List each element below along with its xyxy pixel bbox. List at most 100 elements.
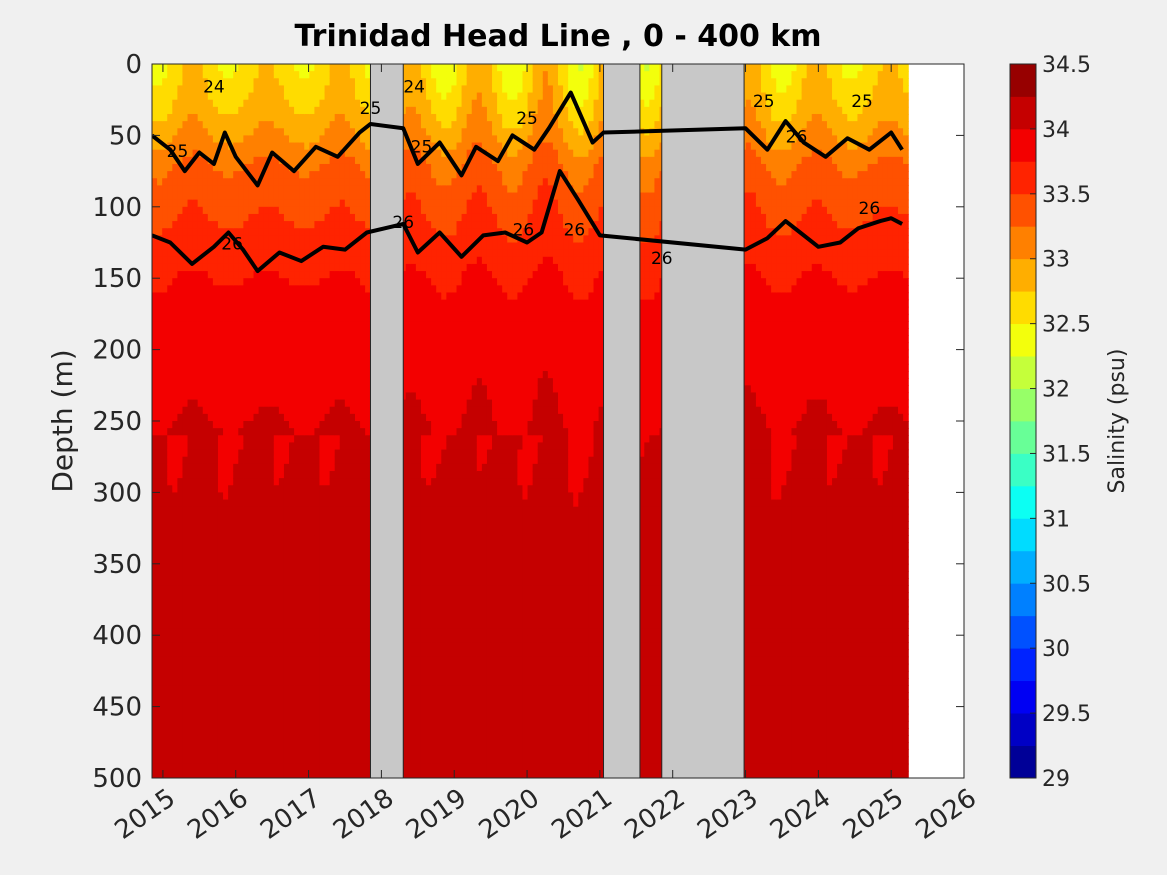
heatmap-cell xyxy=(334,213,341,222)
heatmap-cell xyxy=(243,149,250,158)
heatmap-cell xyxy=(202,92,209,101)
heatmap-cell xyxy=(167,728,173,736)
heatmap-cell xyxy=(314,285,321,294)
heatmap-cell xyxy=(268,178,275,186)
heatmap-cell xyxy=(228,313,234,322)
heatmap-cell xyxy=(344,506,351,515)
heatmap-cell xyxy=(202,221,209,229)
heatmap-cell xyxy=(243,642,250,651)
heatmap-cell xyxy=(278,749,285,758)
heatmap-cell xyxy=(182,678,189,686)
heatmap-cell xyxy=(324,271,331,279)
heatmap-cell xyxy=(314,706,321,715)
heatmap-cell xyxy=(355,570,361,579)
heatmap-cell xyxy=(217,306,224,315)
heatmap-cell xyxy=(253,585,260,593)
heatmap-cell xyxy=(152,535,158,543)
heatmap-cell xyxy=(355,742,361,751)
heatmap-cell xyxy=(248,670,255,679)
heatmap-cell xyxy=(349,428,356,436)
heatmap-cell xyxy=(167,413,173,422)
heatmap-cell xyxy=(157,292,163,301)
heatmap-cell xyxy=(263,520,270,529)
heatmap-cell xyxy=(309,142,315,151)
heatmap-cell xyxy=(228,392,234,401)
heatmap-cell xyxy=(304,306,310,315)
heatmap-cell xyxy=(207,135,214,144)
heatmap-cell xyxy=(248,335,255,344)
heatmap-cell xyxy=(248,563,255,572)
heatmap-cell xyxy=(324,64,331,72)
heatmap-cell xyxy=(283,363,290,372)
heatmap-cell xyxy=(349,692,356,701)
heatmap-cell xyxy=(289,756,295,765)
heatmap-cell xyxy=(349,563,356,572)
heatmap-cell xyxy=(329,570,336,579)
heatmap-cell xyxy=(238,335,244,344)
heatmap-cell xyxy=(329,271,336,279)
heatmap-cell xyxy=(207,242,214,251)
heatmap-cell xyxy=(152,249,158,258)
heatmap-cell xyxy=(258,435,265,444)
heatmap-cell xyxy=(360,735,366,743)
heatmap-cell xyxy=(202,171,209,179)
heatmap-cell xyxy=(268,642,275,651)
heatmap-cell xyxy=(309,263,315,272)
heatmap-cell xyxy=(172,106,178,115)
heatmap-cell xyxy=(273,535,280,543)
heatmap-cell xyxy=(177,620,184,629)
heatmap-cell xyxy=(294,313,300,322)
heatmap-cell xyxy=(294,78,300,87)
heatmap-cell xyxy=(334,442,341,451)
heatmap-cell xyxy=(349,520,356,529)
heatmap-cell xyxy=(248,542,255,551)
heatmap-cell xyxy=(182,385,189,394)
heatmap-cell xyxy=(182,399,189,408)
heatmap-cell xyxy=(324,85,331,94)
heatmap-cell xyxy=(212,663,219,672)
heatmap-cell xyxy=(182,428,189,436)
heatmap-cell xyxy=(182,256,189,265)
heatmap-cell xyxy=(319,421,326,429)
heatmap-cell xyxy=(187,306,194,315)
heatmap-cell xyxy=(187,692,194,701)
heatmap-cell xyxy=(167,213,173,222)
heatmap-cell xyxy=(217,313,224,322)
heatmap-cell xyxy=(299,628,305,636)
heatmap-cell xyxy=(157,328,163,336)
heatmap-cell xyxy=(202,742,209,751)
heatmap-cell xyxy=(299,463,305,472)
heatmap-cell xyxy=(258,206,265,215)
heatmap-cell xyxy=(177,535,184,543)
heatmap-cell xyxy=(202,642,209,651)
heatmap-cell xyxy=(360,206,366,215)
heatmap-cell xyxy=(309,199,315,208)
heatmap-cell xyxy=(304,163,310,172)
heatmap-cell xyxy=(157,349,163,358)
heatmap-cell xyxy=(324,578,331,586)
heatmap-cell xyxy=(344,121,351,129)
heatmap-cell xyxy=(243,513,250,522)
heatmap-cell xyxy=(187,156,194,165)
heatmap-cell xyxy=(243,499,250,508)
heatmap-cell xyxy=(289,549,295,558)
heatmap-cell xyxy=(162,685,168,693)
heatmap-cell xyxy=(228,178,234,186)
heatmap-cell xyxy=(339,113,346,122)
heatmap-cell xyxy=(197,770,204,778)
heatmap-cell xyxy=(248,163,255,172)
heatmap-cell xyxy=(212,635,219,643)
heatmap-cell xyxy=(233,756,239,765)
heatmap-cell xyxy=(319,263,326,272)
heatmap-cell xyxy=(197,649,204,658)
heatmap-cell xyxy=(319,199,326,208)
heatmap-cell xyxy=(273,178,280,186)
heatmap-cell xyxy=(238,763,244,772)
heatmap-cell xyxy=(324,606,331,615)
heatmap-cell xyxy=(304,335,310,344)
heatmap-cell xyxy=(268,428,275,436)
heatmap-cell xyxy=(228,321,234,329)
heatmap-cell xyxy=(329,563,336,572)
heatmap-cell xyxy=(228,442,234,451)
heatmap-cell xyxy=(339,171,346,179)
